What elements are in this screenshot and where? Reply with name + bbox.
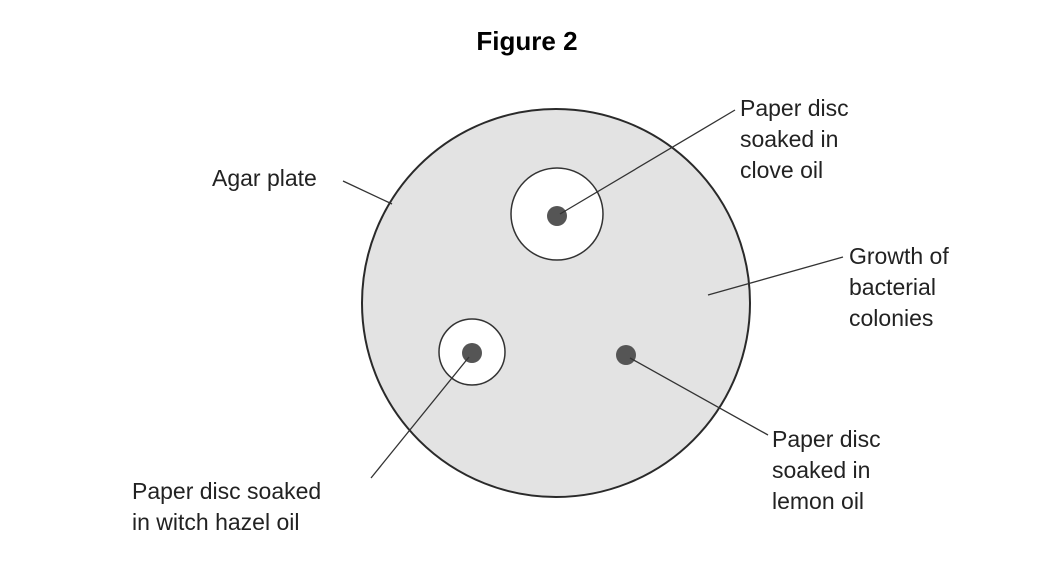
agar-plate [361, 108, 751, 498]
bacterial-growth-label-line-1: Growth of [849, 243, 949, 269]
agar-plate-label-line: Agar plate [212, 165, 317, 191]
clove-oil-paper-disc [547, 206, 567, 226]
bacterial-growth-label-line-2: bacterial [849, 274, 936, 300]
lemon-oil-disc-label-line-3: lemon oil [772, 488, 865, 514]
lemon-oil-leader-line [629, 357, 769, 436]
clove-oil-disc-label-line-3: clove oil [740, 157, 824, 183]
agar-plate-label: Agar plate [212, 163, 317, 194]
clove-oil-disc-label-line-2: soaked in [740, 126, 839, 152]
agar-plate-leader-line [342, 180, 393, 205]
witch-hazel-disc-label: Paper disc soaked in witch hazel oil [132, 476, 321, 538]
lemon-oil-disc-label: Paper disc soaked in lemon oil [772, 424, 881, 517]
witch-hazel-leader-line [370, 356, 470, 479]
witch-hazel-disc-label-line-2: in witch hazel oil [132, 509, 300, 535]
figure-title: Figure 2 [476, 26, 578, 56]
lemon-oil-disc-label-line-2: soaked in [772, 457, 871, 483]
lemon-oil-disc-label-line-1: Paper disc [772, 426, 881, 452]
bacterial-growth-label: Growth of bacterial colonies [849, 241, 949, 334]
lemon-oil-paper-disc [616, 345, 636, 365]
witch-hazel-paper-disc [462, 343, 482, 363]
witch-hazel-disc-label-line-1: Paper disc soaked [132, 478, 322, 504]
growth-leader-line [707, 256, 844, 296]
clove-oil-disc-label: Paper disc soaked in clove oil [740, 93, 849, 186]
bacterial-growth-label-line-3: colonies [849, 305, 934, 331]
clove-oil-disc-label-line-1: Paper disc [740, 95, 849, 121]
clove-oil-leader-line [559, 109, 736, 215]
